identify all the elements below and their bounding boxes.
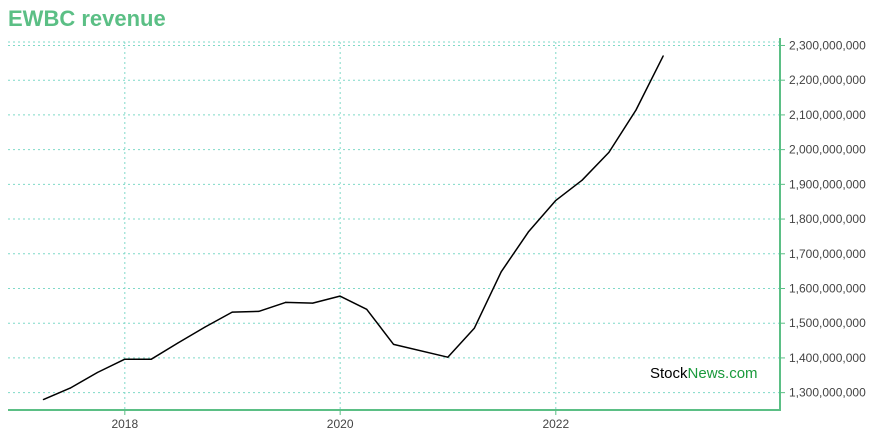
data-point [447, 356, 449, 358]
watermark-part2: News.com [687, 365, 758, 382]
data-point [554, 200, 557, 202]
y-tick-label: 1,600,000,000 [789, 281, 866, 295]
data-point [204, 326, 206, 328]
y-tick-label: 1,300,000,000 [789, 386, 866, 400]
y-tick-label: 1,400,000,000 [789, 351, 866, 365]
data-point [473, 327, 475, 329]
data-point [662, 55, 664, 57]
data-point [500, 271, 502, 273]
y-tick-label: 1,500,000,000 [789, 316, 866, 330]
x-tick-label: 2020 [327, 417, 354, 431]
y-tick-label: 2,200,000,000 [789, 73, 866, 87]
chart-title: EWBC revenue [8, 6, 166, 31]
data-point [312, 302, 314, 304]
data-point [231, 311, 233, 313]
grid-lines [8, 41, 780, 410]
watermark-part1: Stock [650, 365, 688, 382]
data-point [123, 358, 126, 360]
data-point [69, 387, 71, 389]
data-point [339, 295, 341, 297]
data-point [581, 179, 583, 181]
tick-labels: 1,300,000,000 1,400,000,000 1,500,000,000 1… [111, 38, 866, 431]
data-point [284, 301, 287, 303]
data-point [258, 310, 260, 313]
axes [8, 38, 785, 415]
data-point [177, 342, 179, 344]
x-tick-label: 2018 [111, 417, 138, 431]
y-tick-label: 1,900,000,000 [789, 177, 866, 191]
y-tick-label: 2,300,000,000 [789, 38, 866, 52]
series-layer [42, 55, 664, 401]
y-tick-label: 1,700,000,000 [789, 247, 866, 261]
y-tick-label: 2,100,000,000 [789, 108, 866, 122]
x-tick-label: 2022 [542, 417, 569, 431]
data-point [96, 371, 98, 374]
data-point [527, 231, 529, 233]
data-point [42, 398, 44, 401]
data-point [150, 358, 152, 360]
data-point [366, 308, 368, 310]
y-tick-label: 2,000,000,000 [789, 143, 866, 157]
data-point [635, 109, 637, 111]
data-point [392, 343, 395, 345]
data-point [608, 151, 610, 153]
revenue-line [43, 55, 664, 401]
stocknews-watermark: StockNews.com [650, 365, 758, 382]
y-tick-label: 1,800,000,000 [789, 212, 866, 226]
